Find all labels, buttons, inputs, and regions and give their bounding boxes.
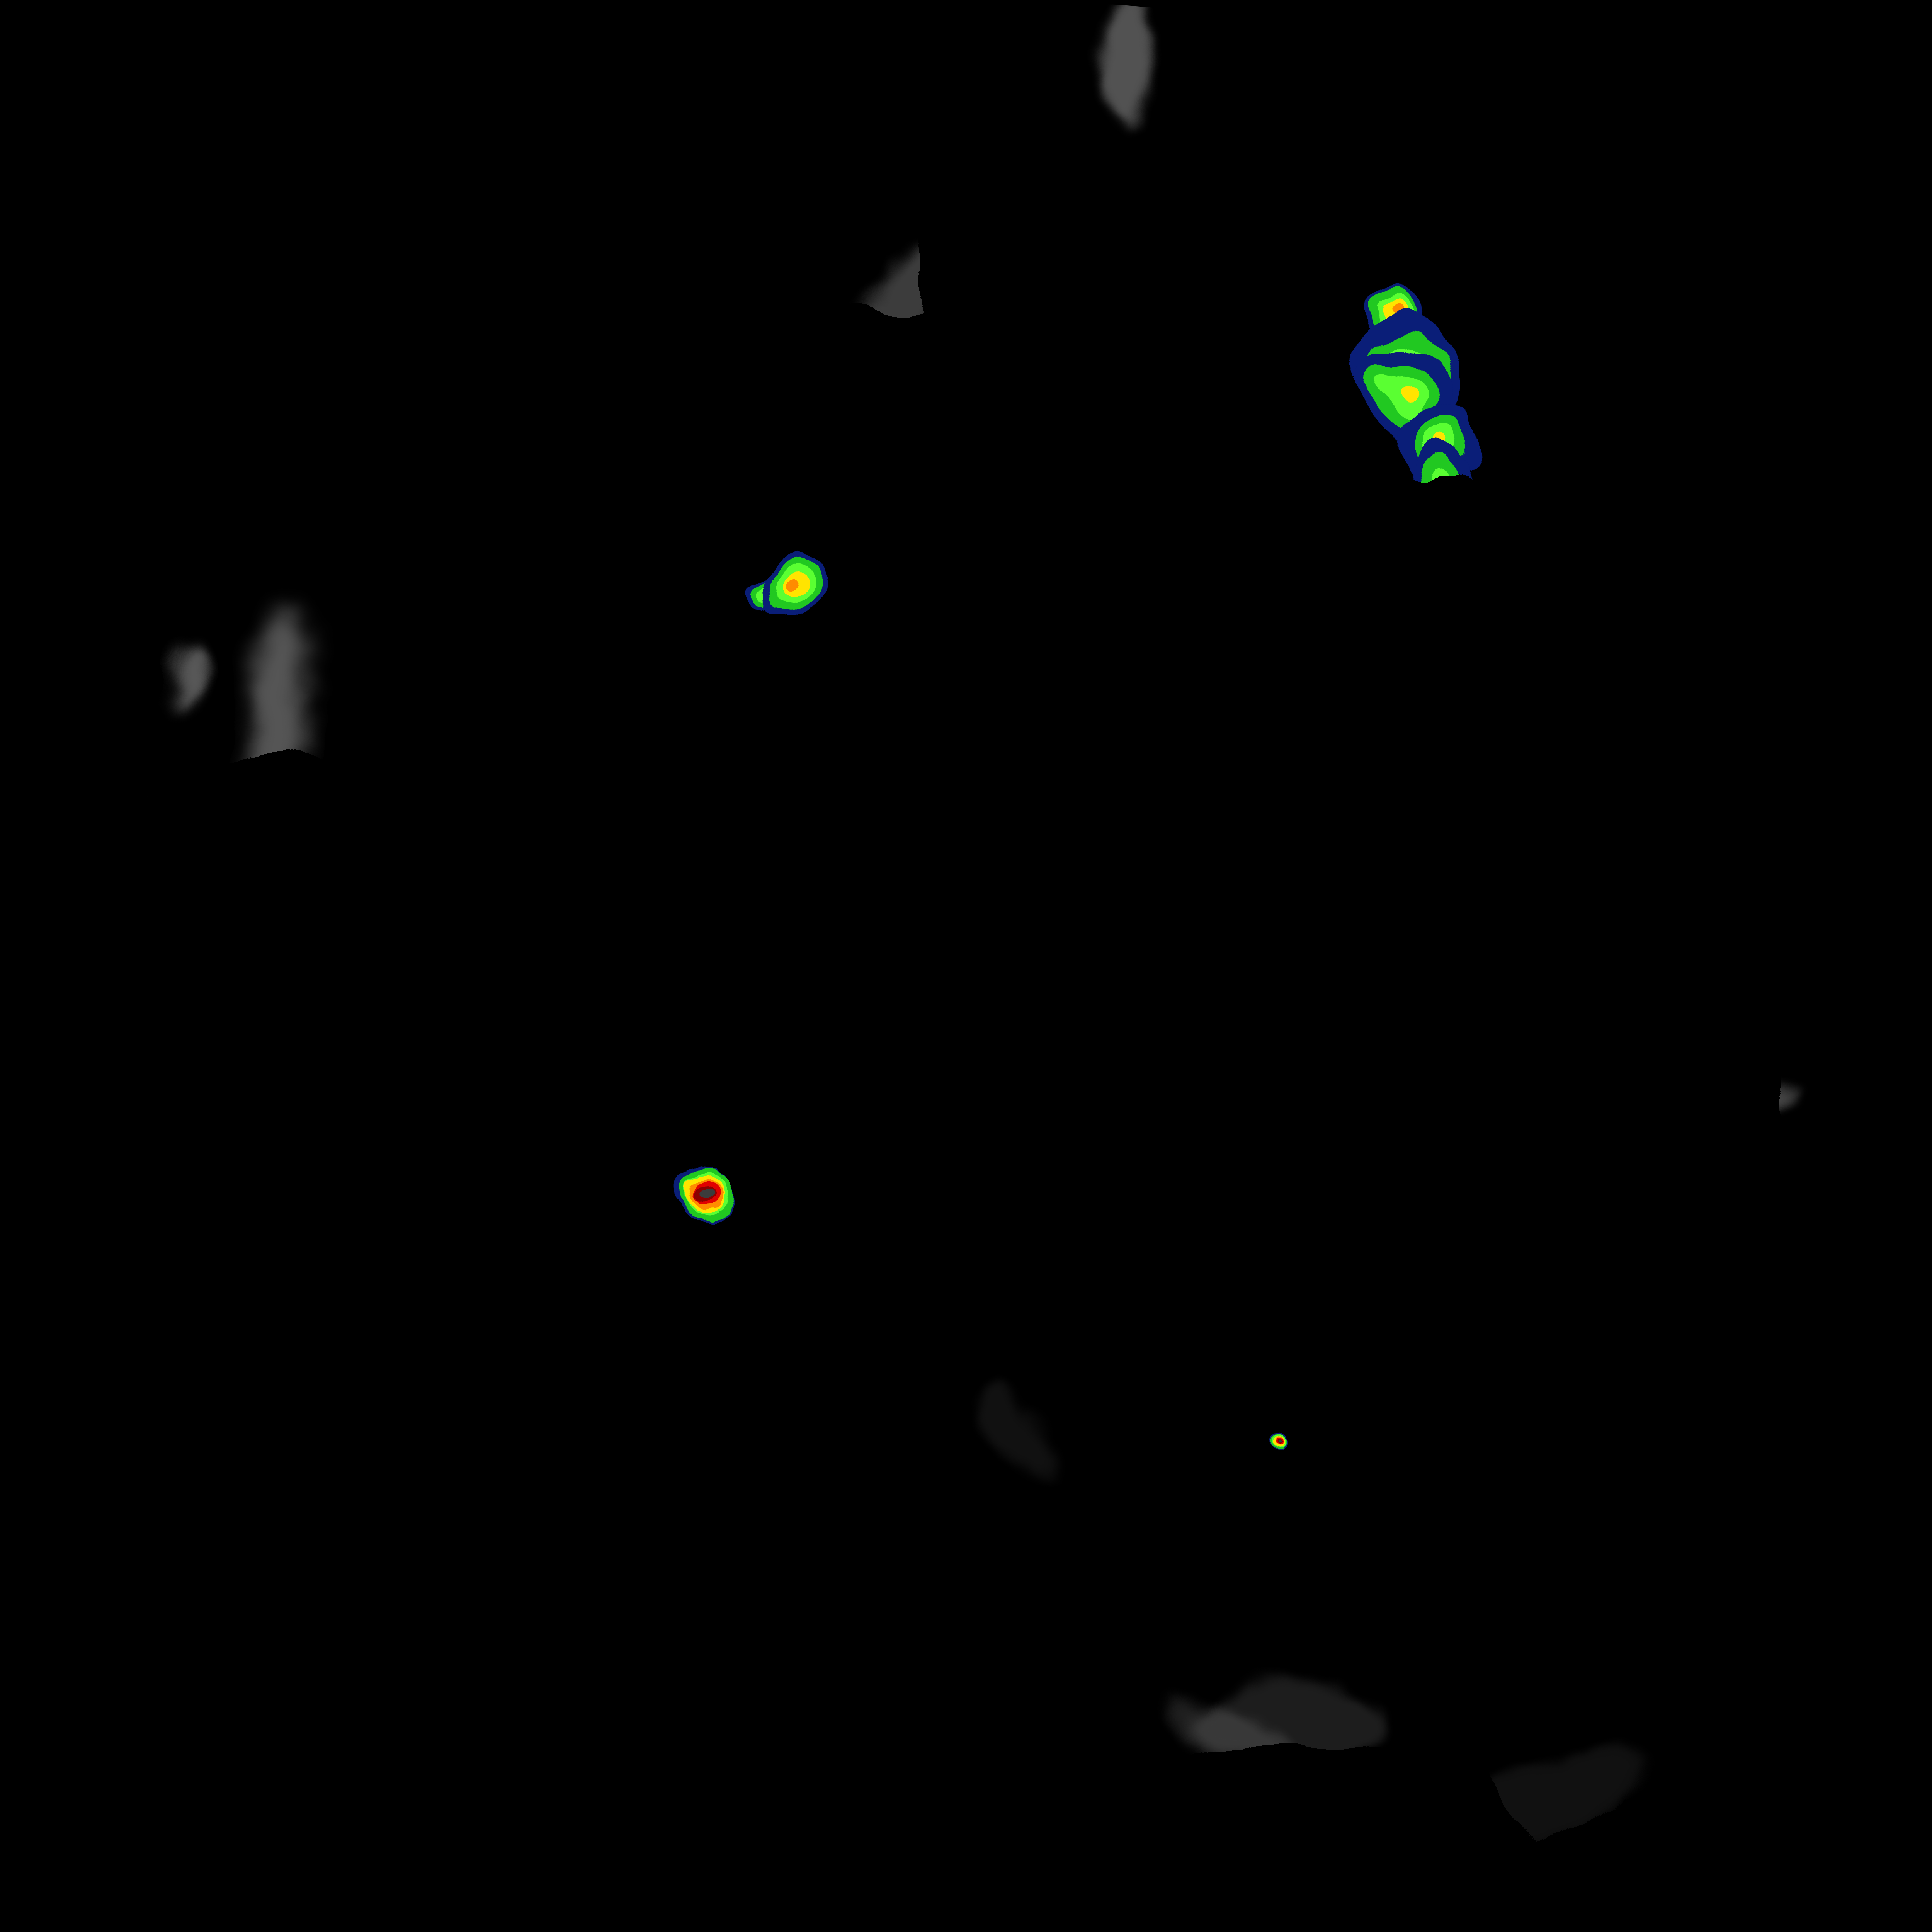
full-disk-satellite-image (0, 0, 1932, 1932)
satellite-image-stage (0, 0, 1932, 1932)
